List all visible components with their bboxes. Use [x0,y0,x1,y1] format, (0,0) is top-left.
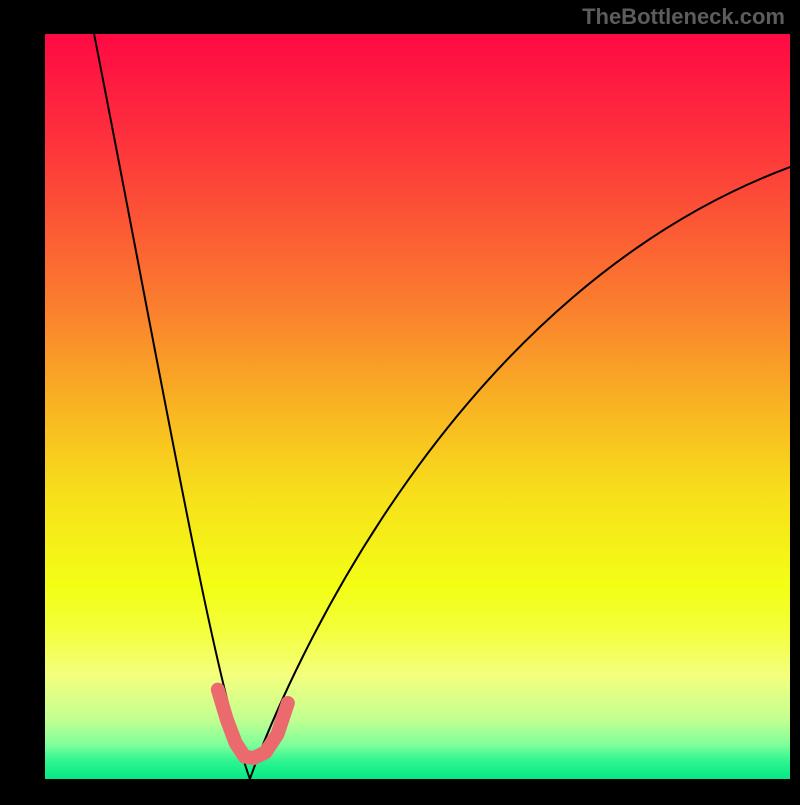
watermark-text: TheBottleneck.com [582,4,785,29]
bottleneck-chart: TheBottleneck.com [0,0,800,800]
chart-svg: TheBottleneck.com [0,0,800,800]
plot-background-gradient [45,34,790,779]
